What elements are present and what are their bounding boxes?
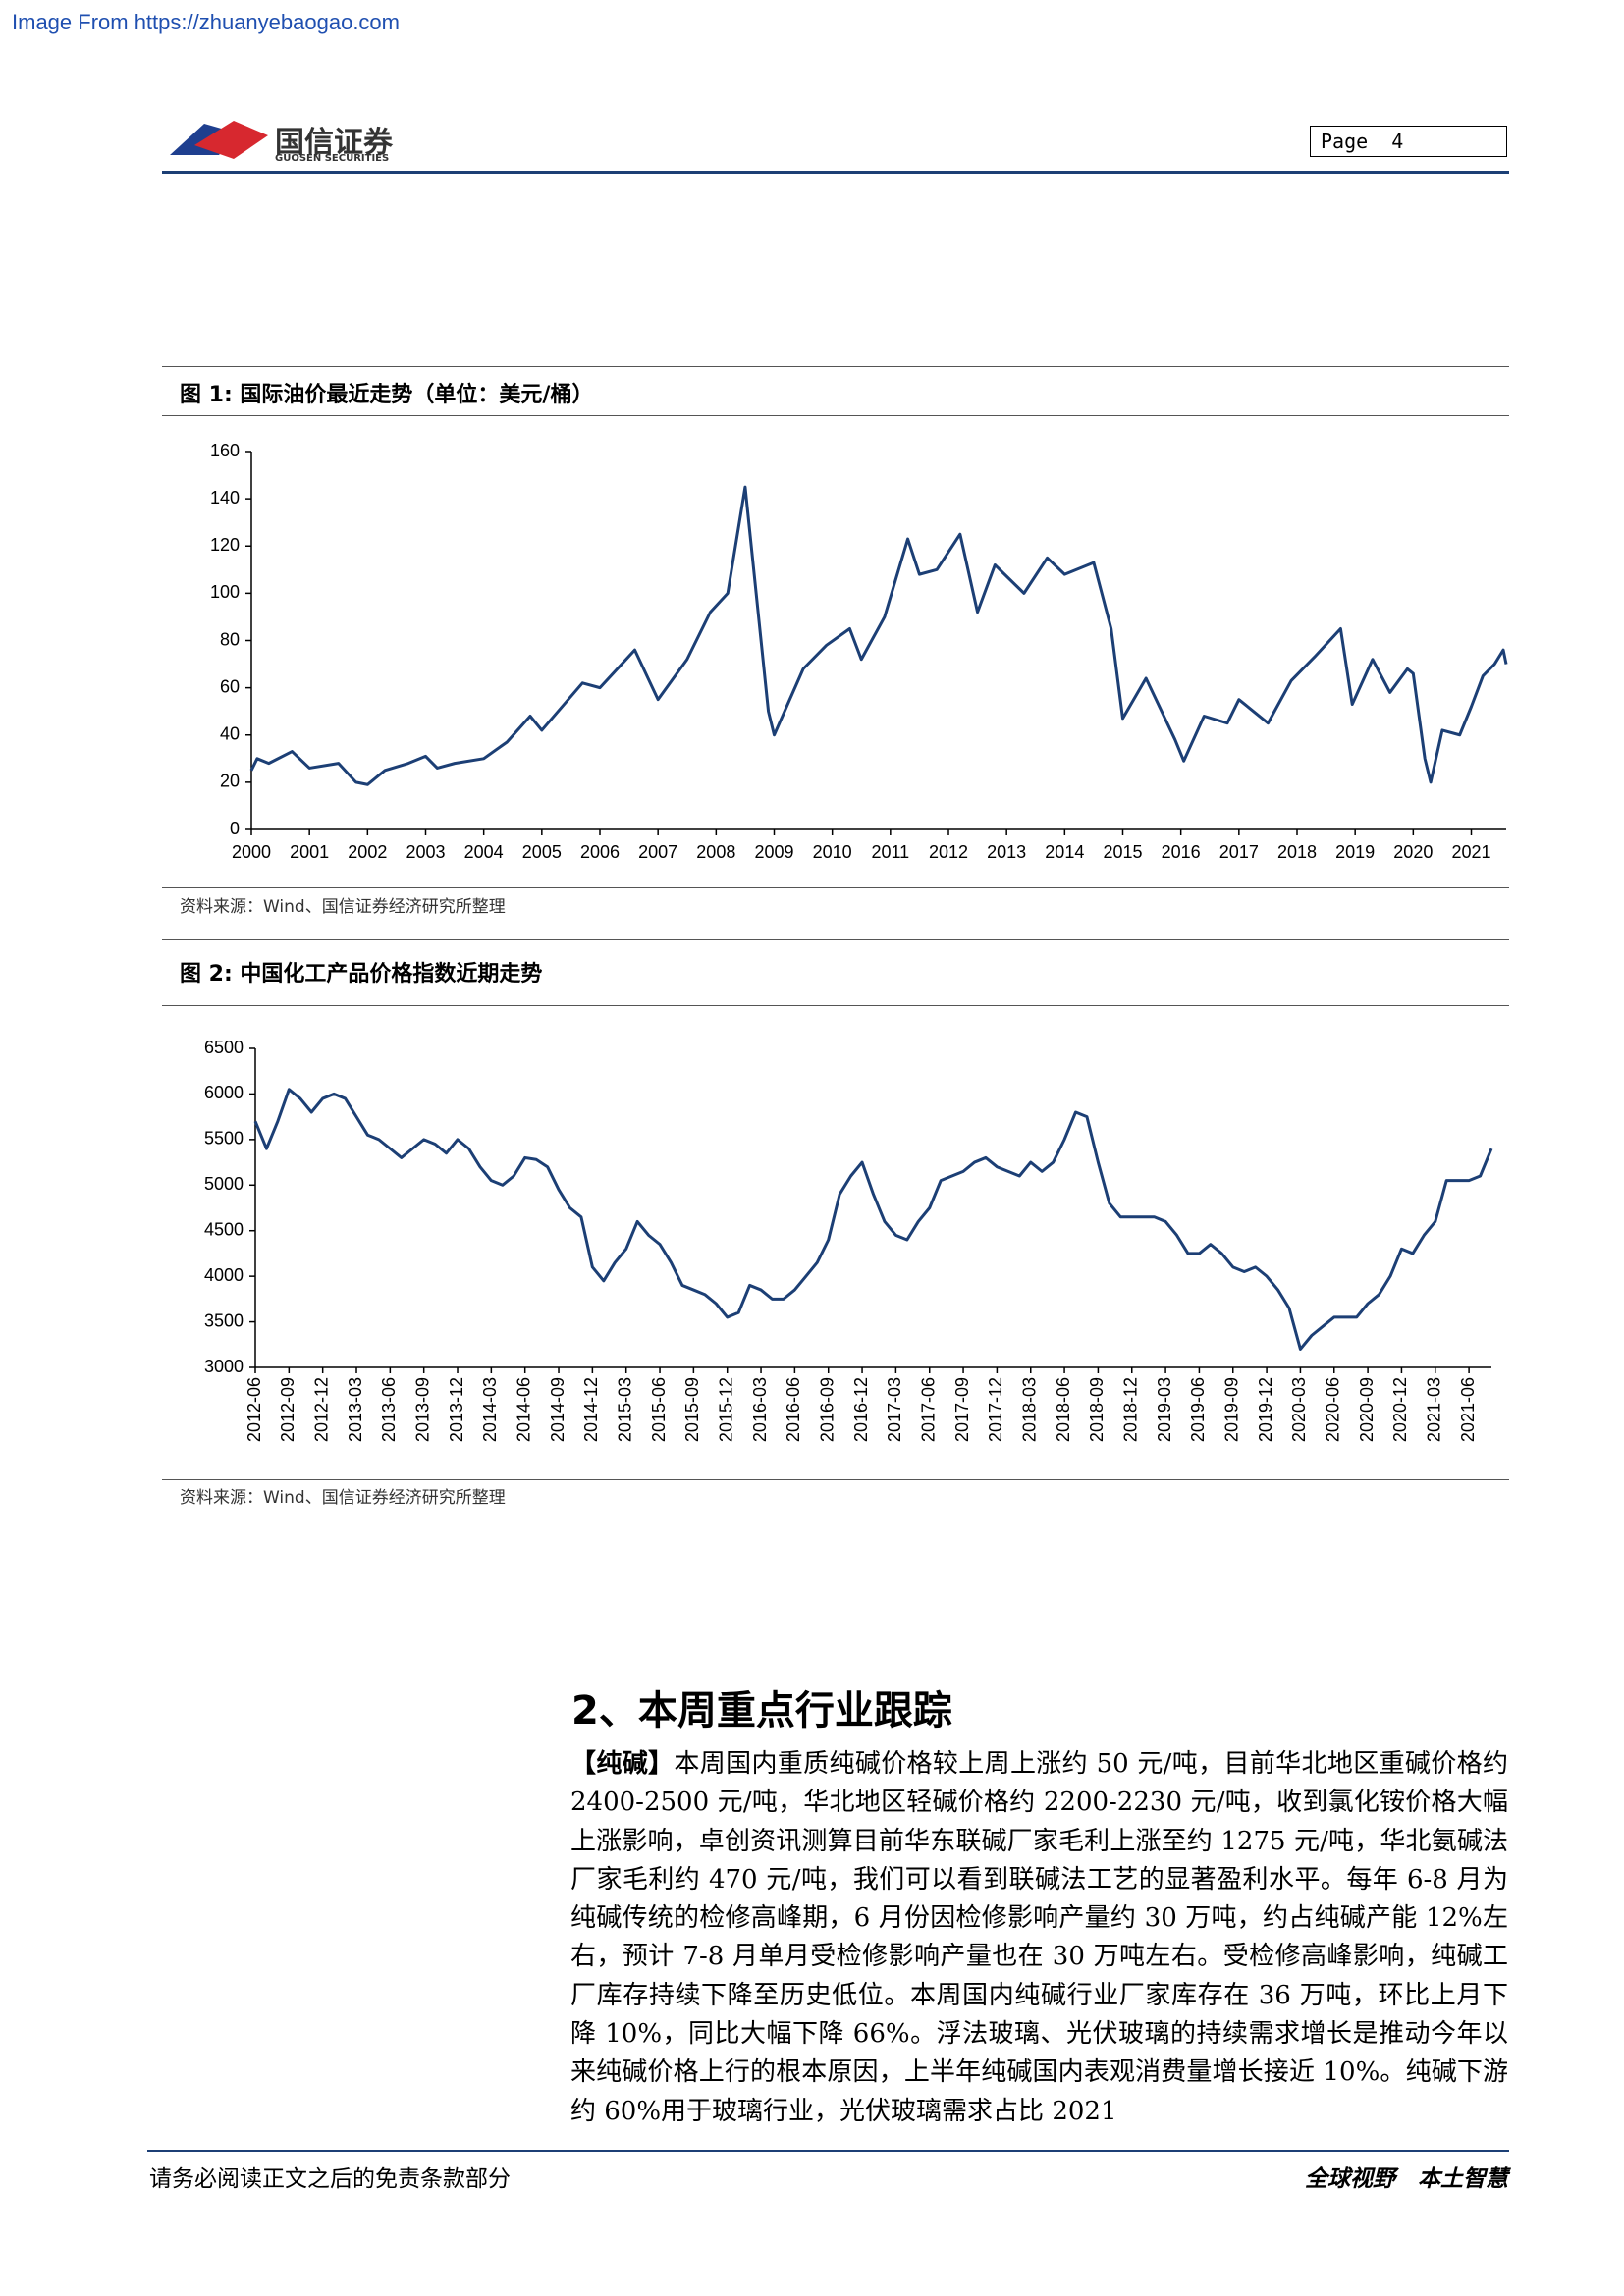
line-series [253,1088,1493,1351]
y-tick-label: 40 [220,724,240,744]
paragraph: 【纯碱】本周国内重质纯碱价格较上周上涨约 50 元/吨，目前华北地区重碱价格约 … [570,1745,1508,2131]
x-tick-label: 2006 [580,842,620,862]
x-tick-label: 2014-12 [581,1377,601,1442]
x-tick-label: 2003 [406,842,445,862]
y-tick-label: 5500 [204,1129,244,1148]
x-tick-label: 2012-06 [244,1377,264,1442]
figure-source: 资料来源：Wind、国信证券经济研究所整理 [180,1488,506,1508]
section-heading: 2、本周重点行业跟踪 [571,1688,952,1734]
x-tick-label: 2018-06 [1054,1377,1073,1442]
x-tick-label: 2021-03 [1425,1377,1444,1442]
figure-title: 图 1: 国际油价最近走势（单位：美元/桶） [180,383,594,407]
x-tick-label: 2000 [232,842,271,862]
x-tick-label: 2014-09 [548,1377,568,1442]
x-tick-label: 2017-06 [918,1377,938,1442]
x-tick-label: 2005 [522,842,562,862]
x-tick-label: 2016 [1162,842,1201,862]
x-tick-label: 2019-06 [1188,1377,1208,1442]
x-tick-label: 2008 [696,842,735,862]
x-tick-label: 2004 [464,842,504,862]
x-tick-label: 2018-12 [1120,1377,1140,1442]
y-tick-label: 120 [210,535,240,555]
footer-slogan: 全球视野 本土智慧 [1305,2165,1508,2192]
y-tick-label: 4000 [204,1265,244,1285]
x-tick-label: 2019-03 [1155,1377,1174,1442]
x-tick-label: 2017 [1219,842,1259,862]
x-tick-label: 2002 [348,842,387,862]
x-tick-label: 2015-03 [615,1377,634,1442]
y-tick-label: 6500 [204,1038,244,1057]
chart: 0 20 40 60 80 100 120 140 160 2000 2001 2002 2003 200… [210,441,1508,862]
page-number: Page 4 [1310,126,1507,157]
x-tick-label: 2020-03 [1289,1377,1309,1442]
y-tick-label: 80 [220,629,240,649]
x-tick-label: 2015-06 [649,1377,669,1442]
y-tick-label: 140 [210,488,240,507]
x-tick-label: 2020-09 [1357,1377,1377,1442]
body-text: 本周国内重质纯碱价格较上周上涨约 50 元/吨，目前华北地区重碱价格约 2400… [570,1749,1508,2126]
x-tick-label: 2015-09 [682,1377,702,1442]
x-tick-label: 2013-03 [346,1377,365,1442]
x-tick-label: 2014-03 [480,1377,500,1442]
x-tick-label: 2001 [290,842,329,862]
footer-note: 请务必阅读正文之后的免责条款部分 [149,2166,511,2192]
logo-en: GUOSEN SECURITIES [275,153,390,164]
y-tick-label: 4500 [204,1219,244,1239]
lead: 【纯碱】 [570,1749,675,1779]
x-tick-label: 2019-09 [1222,1377,1242,1442]
x-tick-label: 2012-12 [311,1377,331,1442]
y-tick-label: 20 [220,772,240,791]
x-tick-label: 2018-09 [1087,1377,1107,1442]
y-tick-label: 3000 [204,1357,244,1376]
y-tick-label: 60 [220,676,240,696]
x-tick-label: 2015-12 [716,1377,735,1442]
x-tick-label: 2012 [929,842,968,862]
x-tick-label: 2017-03 [885,1377,904,1442]
x-tick-label: 2021 [1451,842,1490,862]
x-tick-label: 2013-09 [412,1377,432,1442]
x-tick-label: 2016-12 [851,1377,871,1442]
x-tick-label: 2017-09 [952,1377,972,1442]
figure-title: 图 2: 中国化工产品价格指数近期走势 [180,962,543,987]
x-tick-label: 2014 [1045,842,1084,862]
x-tick-label: 2016-03 [750,1377,770,1442]
x-tick-label: 2019 [1335,842,1375,862]
x-tick-label: 2020 [1393,842,1433,862]
x-tick-label: 2016-09 [817,1377,837,1442]
x-tick-label: 2015 [1103,842,1142,862]
x-tick-label: 2020-06 [1324,1377,1343,1442]
logo-mark [170,121,268,159]
x-tick-label: 2013 [987,842,1026,862]
x-tick-label: 2013-06 [379,1377,399,1442]
x-tick-label: 2017-12 [986,1377,1005,1442]
x-tick-label: 2012-09 [278,1377,298,1442]
logo-cn: 国信证券 [275,126,393,160]
x-tick-label: 2018-03 [1019,1377,1039,1442]
y-tick-label: 5000 [204,1174,244,1194]
x-tick-label: 2020-12 [1390,1377,1410,1442]
x-tick-label: 2014-06 [514,1377,533,1442]
y-tick-label: 3500 [204,1310,244,1330]
chart: 3000 3500 4000 4500 5000 5500 6000 6500 2012-06 2… [204,1038,1493,1442]
x-tick-label: 2021-06 [1458,1377,1478,1442]
x-tick-label: 2019-12 [1256,1377,1275,1442]
x-tick-label: 2013-12 [447,1377,466,1442]
x-tick-label: 2009 [754,842,793,862]
x-tick-label: 2011 [871,842,909,862]
y-tick-label: 100 [210,582,240,602]
figure-source: 资料来源：Wind、国信证券经济研究所整理 [180,897,506,917]
y-tick-label: 0 [230,819,240,838]
x-tick-label: 2007 [638,842,677,862]
x-tick-label: 2016-06 [784,1377,803,1442]
y-tick-label: 160 [210,441,240,460]
watermark: Image From https://zhuanyebaogao.com [12,10,400,34]
y-tick-label: 6000 [204,1083,244,1102]
line-series [249,485,1508,786]
x-tick-label: 2010 [813,842,852,862]
x-tick-label: 2018 [1277,842,1317,862]
